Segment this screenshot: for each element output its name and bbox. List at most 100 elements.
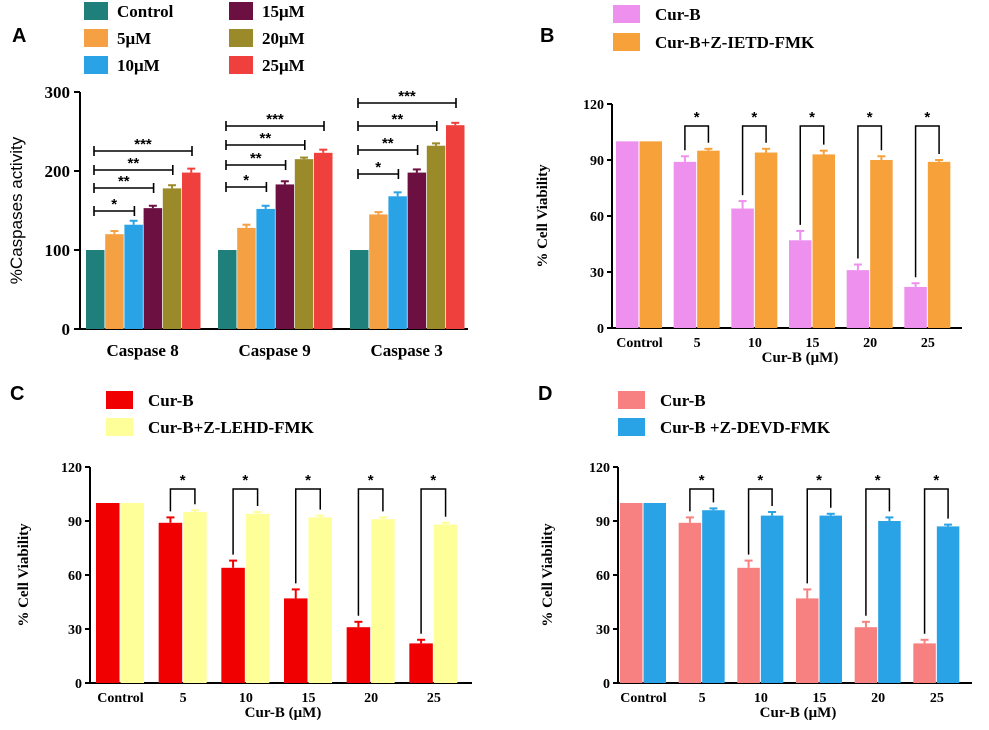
- bar: [620, 503, 643, 683]
- bar: [158, 522, 183, 683]
- bar: [86, 250, 105, 329]
- x-tick-label: 20: [863, 336, 877, 351]
- y-tick-label: 120: [589, 461, 610, 476]
- significance-marker: *: [924, 109, 930, 126]
- bar: [388, 196, 407, 329]
- legend-label: Cur-B: [148, 391, 194, 410]
- bar: [284, 598, 308, 683]
- y-tick-label: 30: [590, 266, 604, 281]
- bar: [760, 515, 784, 683]
- significance-bracket: [914, 125, 940, 278]
- bar: [643, 503, 666, 683]
- bar: [812, 154, 835, 328]
- bar: [927, 161, 951, 328]
- significance-marker: *: [111, 196, 117, 213]
- y-tick-label: 0: [597, 322, 604, 337]
- panel-d-devd-viability-chart: D Cur-B Cur-B +Z-DEVD-FMK 0 30 60 90 120 % Cell …: [538, 383, 972, 721]
- bar: [182, 172, 201, 329]
- significance-marker: **: [260, 130, 272, 147]
- y-tick-label: 0: [75, 677, 82, 692]
- significance-marker: *: [368, 472, 374, 489]
- x-tick-label: 25: [427, 691, 441, 706]
- legend-label: Cur-B +Z-DEVD-FMK: [660, 418, 831, 437]
- bar: [346, 627, 371, 683]
- x-tick-label: 10: [748, 336, 762, 351]
- significance-bracket: [93, 206, 136, 216]
- bar: [143, 208, 163, 329]
- bar: [426, 145, 446, 329]
- y-tick-label: 30: [596, 623, 610, 638]
- significance-marker: *: [430, 472, 436, 489]
- significance-marker: **: [118, 173, 130, 190]
- category-label: Caspase 9: [238, 341, 310, 360]
- bar: [796, 598, 819, 683]
- panel-letter: D: [538, 383, 552, 405]
- legend-swatch: [84, 29, 108, 47]
- bar: [218, 250, 237, 329]
- bar: [162, 188, 182, 329]
- y-axis-label: % Cell Viability: [16, 523, 32, 627]
- legend-swatch: [106, 391, 133, 409]
- legend-label: Cur-B+Z-LEHD-FMK: [148, 418, 315, 437]
- x-axis-label: Cur-B (μM): [762, 350, 839, 366]
- significance-bracket: [420, 488, 447, 634]
- category-label: Caspase 3: [370, 341, 442, 360]
- x-tick-label: 10: [754, 691, 768, 706]
- panel-b-ietd-viability-chart: B Cur-B Cur-B+Z-IETD-FMK 0 30 60 90 120 % Cell V…: [535, 5, 962, 366]
- legend-swatch: [618, 418, 645, 436]
- bar: [737, 567, 760, 683]
- panel-a-caspase-activity-chart: A Control 5μM 10μM 15μM 20μM 25μM 0 100 200 300 %Ca…: [7, 2, 468, 360]
- y-axis-label: % Cell Viability: [540, 523, 556, 627]
- bar: [350, 250, 369, 329]
- panel-letter: B: [540, 25, 554, 47]
- significance-marker: ***: [398, 88, 416, 105]
- legend-label: Cur-B: [660, 391, 706, 410]
- significance-marker: *: [243, 172, 249, 189]
- bar: [639, 141, 662, 328]
- bar: [245, 513, 270, 683]
- significance-bracket: [689, 488, 715, 512]
- bar: [446, 125, 465, 330]
- bar: [819, 515, 842, 683]
- legend-swatch: [613, 33, 640, 51]
- legend-label: Cur-B+Z-IETD-FMK: [655, 33, 815, 52]
- bar: [870, 160, 893, 328]
- bar: [124, 224, 143, 329]
- bar: [105, 234, 124, 329]
- significance-bracket: [923, 488, 949, 634]
- bar: [183, 512, 207, 683]
- significance-bracket: [806, 488, 832, 584]
- x-axis-label: Cur-B (μM): [760, 705, 837, 721]
- bar: [314, 152, 333, 329]
- significance-marker: *: [757, 472, 763, 489]
- legend-label: Control: [117, 2, 174, 21]
- x-axis-label: Cur-B (μM): [245, 705, 322, 721]
- significance-marker: *: [875, 472, 881, 489]
- significance-marker: *: [375, 159, 381, 176]
- significance-bracket: [357, 169, 400, 179]
- significance-marker: ***: [134, 136, 152, 153]
- legend-label: 5μM: [117, 29, 151, 48]
- y-tick-label: 100: [45, 241, 71, 260]
- significance-bracket: [357, 145, 419, 155]
- bar: [409, 643, 433, 683]
- x-tick-label: 5: [699, 691, 706, 706]
- significance-bracket: [857, 125, 883, 259]
- y-tick-label: 90: [68, 515, 82, 530]
- legend-swatch: [84, 56, 108, 74]
- legend-label: 10μM: [117, 56, 160, 75]
- y-tick-label: 90: [596, 515, 610, 530]
- x-tick-label: 25: [930, 691, 944, 706]
- bar: [697, 150, 720, 328]
- x-tick-label: 5: [694, 336, 701, 351]
- x-tick-label: Control: [97, 691, 144, 706]
- significance-marker: *: [699, 472, 705, 489]
- y-tick-label: 90: [590, 154, 604, 169]
- x-tick-label: 15: [806, 336, 820, 351]
- legend-swatch: [84, 2, 108, 20]
- x-tick-label: 10: [239, 691, 253, 706]
- y-tick-label: 60: [590, 210, 604, 225]
- bar: [294, 159, 314, 329]
- bar: [678, 522, 702, 683]
- panel-letter: C: [10, 383, 24, 405]
